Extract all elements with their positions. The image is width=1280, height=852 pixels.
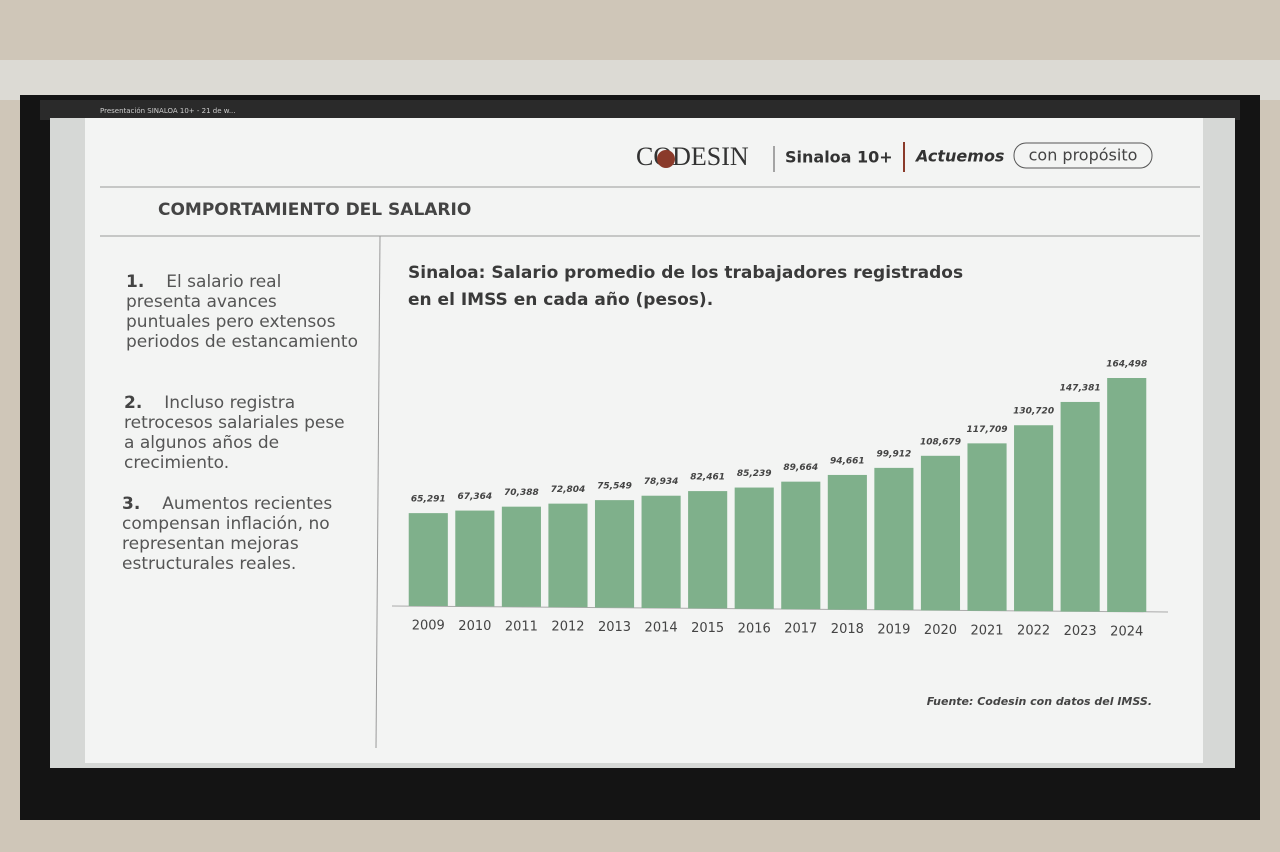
screen-bar — [0, 60, 1280, 100]
x-tick-label: 2019 — [877, 623, 910, 638]
value-label: 70,388 — [504, 488, 539, 498]
x-tick-label: 2009 — [412, 619, 445, 634]
value-label: 75,549 — [597, 482, 632, 492]
value-label: 72,804 — [551, 485, 586, 495]
value-label: 89,664 — [783, 463, 818, 473]
badge-text: con propósito — [1029, 146, 1138, 165]
value-label: 99,912 — [877, 449, 912, 459]
value-label: 82,461 — [690, 473, 725, 483]
value-label: 108,679 — [920, 437, 961, 447]
x-tick-label: 2017 — [784, 622, 817, 637]
x-tick-label: 2020 — [924, 623, 957, 638]
bar — [501, 506, 541, 607]
chart-title: Sinaloa: Salario promedio de los trabaja… — [408, 263, 964, 310]
x-tick-label: 2016 — [738, 621, 771, 636]
point: 2. Incluso registra retrocesos salariales… — [124, 393, 359, 473]
value-label: 164,498 — [1106, 360, 1147, 370]
point-text: Incluso registra retrocesos salariales p… — [124, 393, 345, 473]
bar — [455, 510, 495, 607]
bar — [1107, 378, 1147, 612]
bar — [548, 503, 588, 608]
x-tick-label: 2021 — [970, 623, 1003, 638]
point: 3. Aumentos recientes compensan inflación… — [122, 494, 357, 574]
point-text: El salario real presenta avances puntual… — [126, 272, 358, 352]
x-tick-label: 2018 — [831, 622, 864, 637]
bar — [920, 455, 961, 611]
bar — [408, 513, 448, 606]
value-label: 130,720 — [1013, 407, 1054, 417]
badge — [1013, 142, 1153, 169]
bar — [781, 481, 821, 610]
bar — [1060, 401, 1100, 612]
value-label: 94,661 — [830, 456, 865, 466]
x-tick-label: 2014 — [645, 621, 678, 636]
x-tick-label: 2024 — [1110, 625, 1143, 640]
section-title: COMPORTAMIENTO DEL SALARIO — [158, 200, 471, 220]
point-number: 2. — [124, 393, 143, 413]
source: Fuente: Codesin con datos del IMSS. — [927, 695, 1152, 708]
bar — [967, 443, 1007, 611]
brand: Sinaloa 10+ — [785, 148, 893, 167]
x-tick-label: 2015 — [691, 621, 724, 636]
point-number: 1. — [126, 272, 145, 292]
value-label: 65,291 — [411, 495, 446, 505]
bar — [1014, 425, 1054, 612]
x-tick-label: 2011 — [505, 619, 538, 634]
point-text: Aumentos recientes compensan inflación, … — [122, 494, 333, 574]
bar — [827, 474, 867, 610]
bar — [734, 487, 774, 609]
x-tick-label: 2010 — [458, 619, 491, 634]
value-label: 147,381 — [1060, 383, 1101, 393]
tab-title: Presentación SINALOA 10+ - 21 de w... — [100, 107, 236, 115]
x-tick-label: 2012 — [551, 620, 584, 635]
value-label: 67,364 — [457, 492, 492, 502]
x-tick-label: 2023 — [1064, 624, 1097, 639]
value-label: 78,934 — [644, 477, 679, 487]
rule — [375, 235, 381, 749]
value-label: 85,239 — [737, 469, 772, 479]
value-label: 117,709 — [967, 425, 1008, 435]
window-bar — [40, 100, 1240, 120]
logo: CODESIN — [636, 142, 749, 171]
point-number: 3. — [122, 494, 141, 514]
bar — [594, 500, 635, 608]
point: 1. El salario real presenta avances puntu… — [126, 272, 361, 352]
x-tick-label: 2013 — [598, 620, 631, 635]
logo-dot — [657, 150, 675, 168]
bar — [641, 495, 681, 608]
bar — [874, 467, 914, 610]
slogan: Actuemos — [914, 147, 1004, 166]
x-tick-label: 2022 — [1017, 624, 1050, 639]
bar — [688, 491, 728, 609]
